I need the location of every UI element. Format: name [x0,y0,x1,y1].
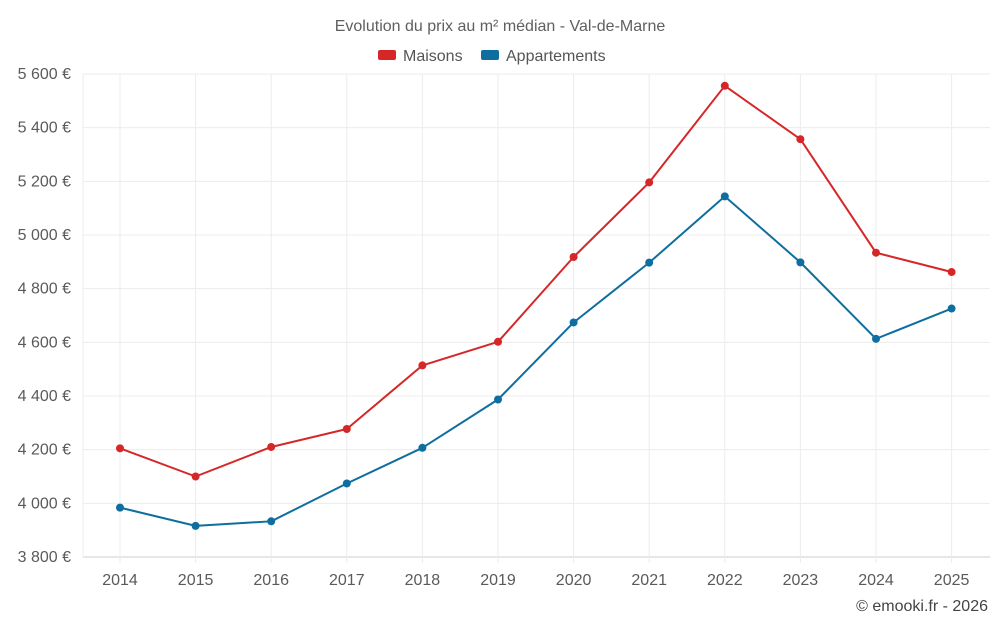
data-point-maisons[interactable] [796,135,805,144]
y-tick-label: 5 600 € [18,66,71,83]
legend-swatch-appartements [481,50,499,60]
data-point-appartements[interactable] [418,443,427,452]
y-tick-label: 4 400 € [18,388,71,405]
legend-item-appartements[interactable]: Appartements [481,48,606,65]
chart-title: Evolution du prix au m² médian - Val-de-… [335,18,666,35]
x-tick-label: 2022 [707,572,743,589]
data-point-maisons[interactable] [116,444,124,453]
data-point-appartements[interactable] [947,304,956,313]
credit-text: © emooki.fr - 2026 [856,598,988,615]
legend-swatch-maisons [378,50,396,60]
x-tick-label: 2023 [783,572,819,589]
x-tick-label: 2021 [631,572,667,589]
data-point-maisons[interactable] [342,425,351,434]
data-point-appartements[interactable] [494,395,502,404]
data-point-appartements[interactable] [796,258,805,267]
data-point-maisons[interactable] [645,178,654,187]
legend: Maisons Appartements [378,48,606,65]
x-tick-label: 2018 [405,572,441,589]
data-point-maisons[interactable] [191,472,200,481]
series [116,81,956,530]
x-tick-label: 2016 [253,572,289,589]
data-point-maisons[interactable] [418,361,427,370]
legend-label-maisons: Maisons [403,48,463,65]
data-point-maisons[interactable] [569,253,578,262]
x-tick-label: 2020 [556,572,592,589]
y-tick-label: 5 400 € [18,120,71,137]
y-tick-label: 4 000 € [18,495,71,512]
data-point-appartements[interactable] [191,521,200,530]
data-point-maisons[interactable] [947,268,956,277]
data-point-maisons[interactable] [494,337,502,346]
data-point-maisons[interactable] [720,81,729,90]
x-tick-label: 2015 [178,572,214,589]
series-line-appartements [119,195,952,527]
legend-label-appartements: Appartements [506,48,606,65]
data-point-appartements[interactable] [267,517,276,526]
series-line-maisons [119,84,952,478]
data-point-maisons[interactable] [872,248,880,257]
grid [83,73,990,563]
data-point-maisons[interactable] [267,442,276,451]
data-point-appartements[interactable] [872,334,880,343]
data-point-appartements[interactable] [342,479,351,488]
y-tick-label: 4 800 € [18,281,71,298]
data-point-appartements[interactable] [645,258,654,267]
axes: 3 800 € 4 000 € 4 200 € 4 400 € 4 600 € 4 800… [18,66,970,589]
y-tick-label: 5 000 € [18,227,71,244]
x-tick-label: 2017 [329,572,365,589]
x-tick-label: 2014 [102,572,138,589]
data-point-appartements[interactable] [116,503,124,512]
x-tick-label: 2024 [858,572,894,589]
y-tick-label: 4 600 € [18,334,71,351]
data-point-appartements[interactable] [569,318,578,327]
y-tick-label: 3 800 € [18,549,71,566]
x-tick-label: 2025 [934,572,970,589]
x-tick-label: 2019 [480,572,516,589]
y-tick-label: 4 200 € [18,442,71,459]
y-tick-label: 5 200 € [18,173,71,190]
data-point-appartements[interactable] [720,192,729,201]
legend-item-maisons[interactable]: Maisons [378,48,463,65]
